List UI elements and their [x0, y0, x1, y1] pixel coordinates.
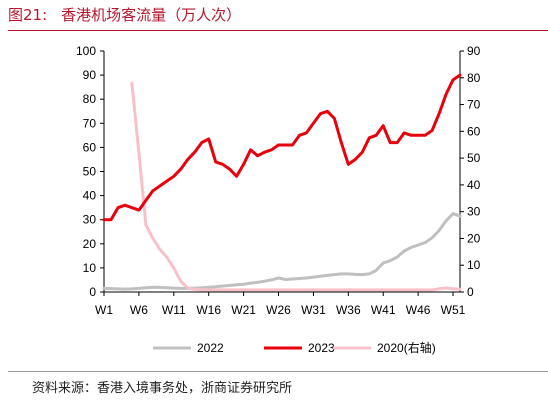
- x-tick-label: W26: [266, 303, 291, 317]
- x-tick-label: W21: [231, 303, 256, 317]
- chart-axes: 0 10 20 30 40 50 60 70 80 90 100 0 10 20 30 40 50 60 70 80 9…: [76, 44, 481, 317]
- x-tick-label: W11: [162, 303, 186, 317]
- x-tick-label: W1: [95, 303, 113, 317]
- source-note: 资料来源：香港入境事务处，浙商证券研究所: [32, 381, 293, 396]
- series-line-2020: [130, 81, 462, 292]
- y-left-tick-label: 0: [89, 285, 96, 299]
- series-line-2023: [102, 73, 462, 222]
- y-left-tick-label: 60: [83, 140, 97, 154]
- y-right-tick-label: 30: [467, 205, 481, 219]
- y-left-tick-label: 30: [83, 213, 97, 227]
- series-line-2022: [102, 212, 462, 291]
- y-left-tick-label: 50: [83, 165, 97, 179]
- y-left-tick-label: 100: [76, 44, 96, 58]
- y-right-tick-label: 20: [467, 231, 481, 245]
- figure-title-text: 香港机场客流量（万人次）: [61, 6, 242, 24]
- title-underline: [8, 30, 548, 31]
- chart-series: [102, 73, 462, 292]
- legend-label: 2022: [197, 341, 224, 355]
- legend-label: 2020(右轴): [377, 340, 436, 355]
- figure-number: 图21:: [8, 6, 48, 24]
- legend-label: 2023: [308, 341, 335, 355]
- y-right-tick-label: 70: [467, 98, 481, 112]
- figure-title: 图21: 香港机场客流量（万人次）: [8, 4, 241, 25]
- y-right-tick-label: 0: [467, 285, 474, 299]
- y-left-tick-label: 80: [83, 92, 97, 106]
- y-right-tick-label: 50: [467, 151, 481, 165]
- chart-legend: 2022 2023 2020(右轴): [153, 340, 436, 355]
- x-tick-label: W36: [336, 303, 361, 317]
- x-tick-label: W16: [196, 303, 221, 317]
- y-left-tick-label: 70: [83, 116, 97, 130]
- y-left-tick-label: 10: [83, 261, 97, 275]
- y-right-tick-label: 60: [467, 124, 481, 138]
- x-tick-label: W31: [301, 303, 326, 317]
- x-tick-label: W51: [441, 303, 466, 317]
- source-divider: [8, 371, 548, 372]
- y-left-tick-label: 20: [83, 237, 97, 251]
- y-right-tick-label: 80: [467, 71, 481, 85]
- y-right-tick-label: 90: [467, 44, 481, 58]
- y-right-tick-label: 10: [467, 258, 481, 272]
- y-right-tick-label: 40: [467, 178, 481, 192]
- y-left-tick-label: 40: [83, 189, 97, 203]
- line-chart: 0 10 20 30 40 50 60 70 80 90 100 0 10 20 30 40 50 60 70 80 9…: [76, 44, 481, 355]
- x-tick-label: W46: [406, 303, 431, 317]
- y-left-tick-label: 90: [83, 68, 97, 82]
- x-tick-label: W6: [130, 303, 148, 317]
- x-tick-label: W41: [371, 303, 396, 317]
